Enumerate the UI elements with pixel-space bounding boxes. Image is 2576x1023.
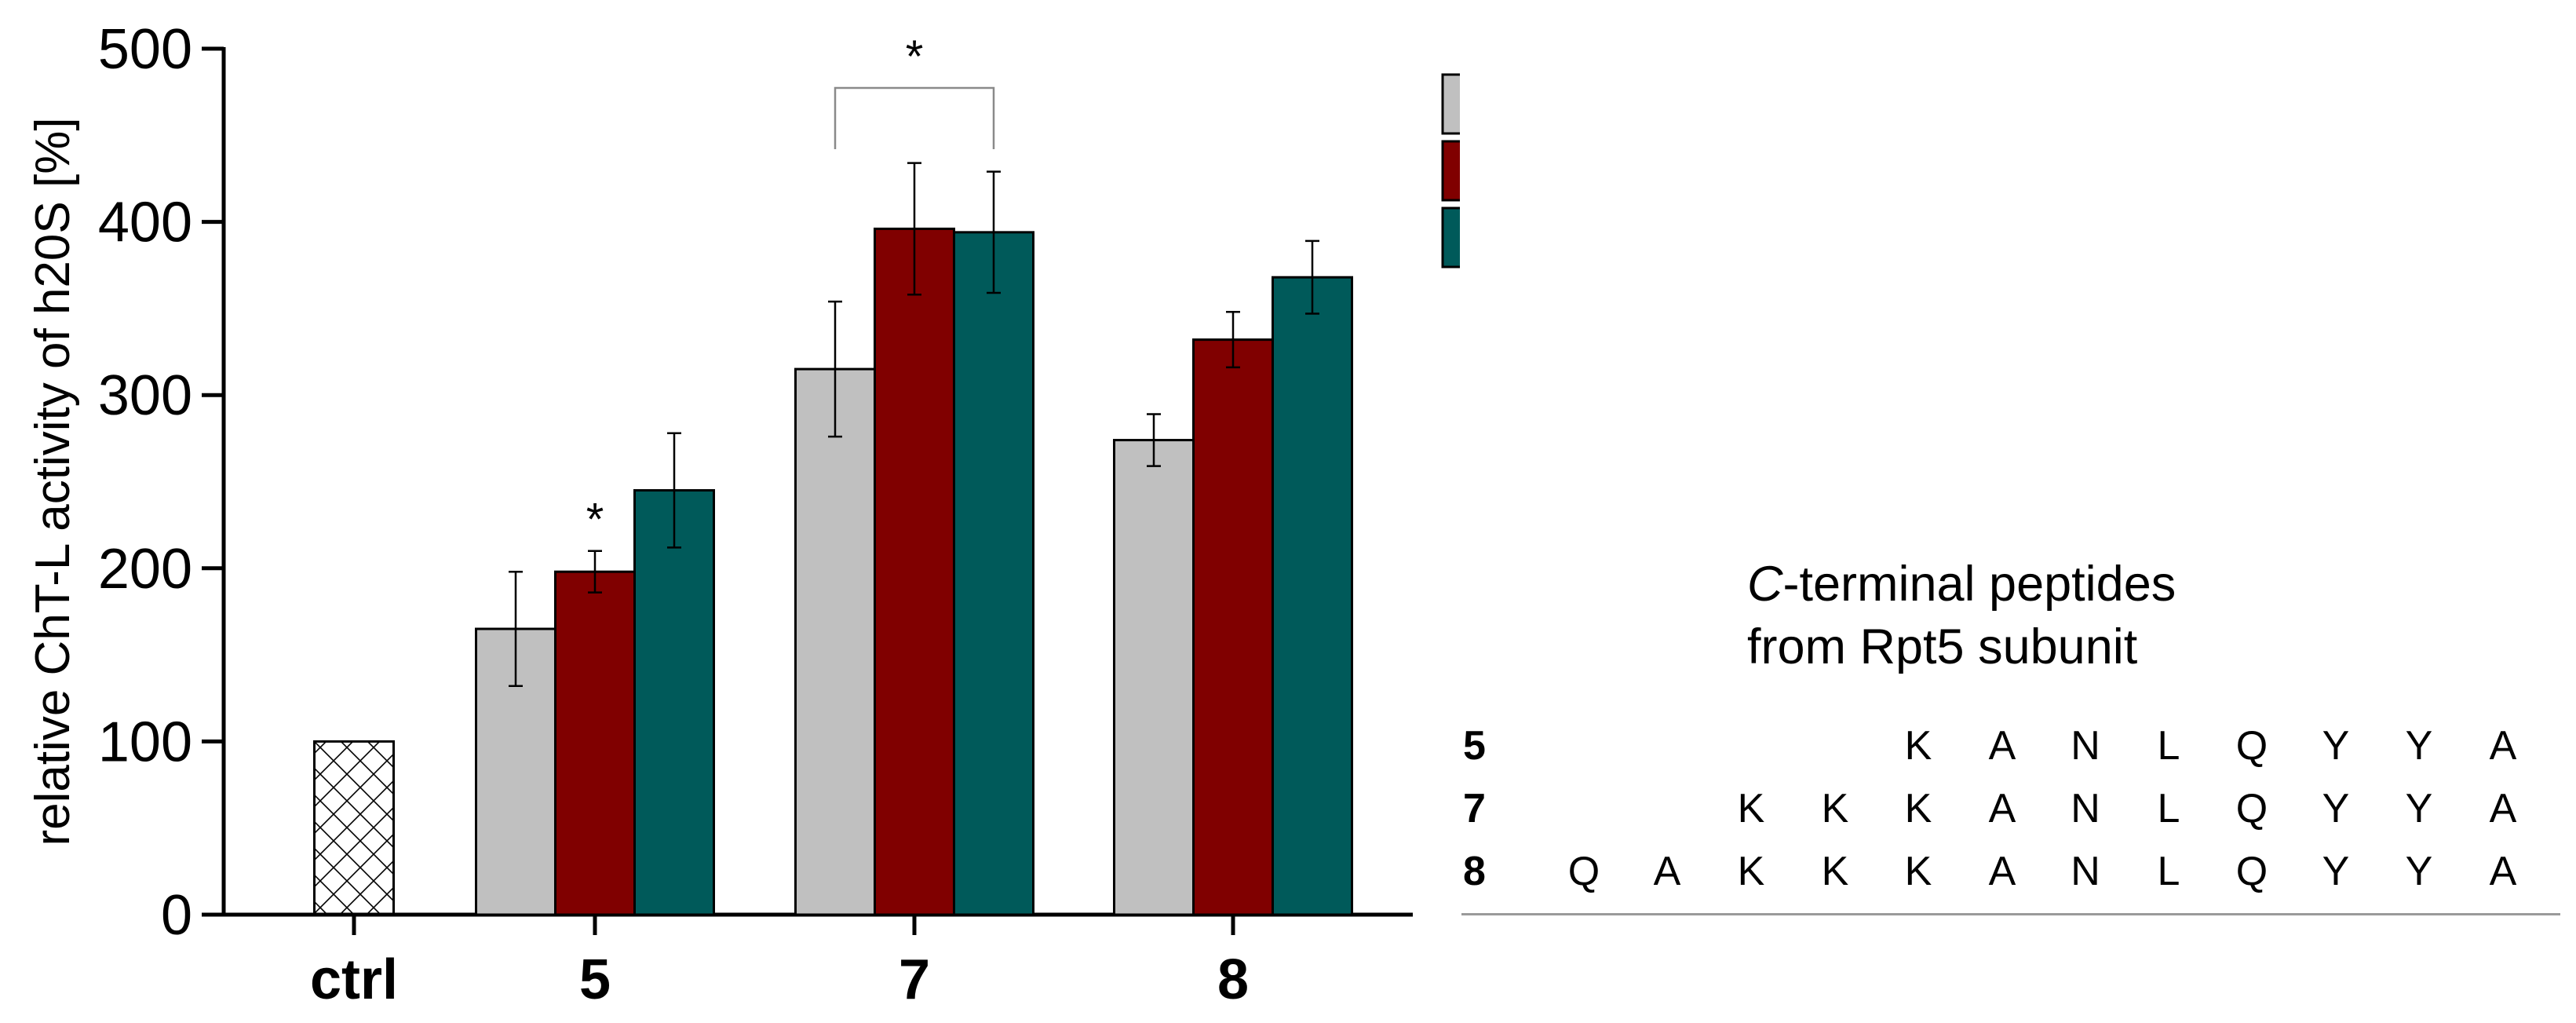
residue: Q	[2235, 786, 2268, 831]
x-tick-label-ctrl: ctrl	[310, 948, 398, 1011]
residue: K	[1904, 723, 1932, 769]
peptide-panel-title: C-terminal peptides from Rpt5 subunit	[1747, 553, 2176, 678]
x-tick-label-8: 8	[1217, 948, 1249, 1011]
bar-8-10 μM	[1113, 439, 1195, 916]
y-tick-label: 200	[98, 538, 192, 601]
residue: K	[1821, 849, 1849, 894]
residue: Y	[2405, 723, 2433, 769]
residue: L	[2157, 786, 2180, 831]
bar-8-50 μM	[1272, 276, 1353, 916]
peptide-row-7: 7 K K K A N L Q Y Y A	[1463, 785, 2562, 840]
residue: K	[1737, 786, 1765, 831]
bar-chart: 0 100 200 300 400 500 relative ChT-L activity …	[26, 18, 1460, 1011]
residue: A	[1988, 849, 2016, 894]
y-tick-label: 400	[98, 192, 192, 254]
residue: K	[1737, 849, 1765, 894]
bar-7-10 μM	[794, 367, 876, 916]
legend-swatch-0	[1441, 73, 1460, 135]
significance-star-bracket: *	[906, 31, 924, 82]
x-tick-label-5: 5	[579, 948, 611, 1011]
residue: L	[2157, 723, 2180, 769]
legend-swatch-2	[1441, 206, 1460, 269]
residue: A	[1988, 723, 2016, 769]
residue: Y	[2322, 723, 2350, 769]
significance-bracket	[834, 86, 995, 149]
bar-ctrl	[313, 740, 395, 916]
residue: N	[2071, 786, 2100, 831]
y-tick-label: 500	[98, 18, 192, 81]
bar-5-20 μM	[554, 570, 636, 916]
peptide-subtitle: from Rpt5 subunit	[1747, 619, 2138, 674]
bar-8-20 μM	[1192, 338, 1274, 916]
residue: K	[1821, 786, 1849, 831]
residue: K	[1904, 849, 1932, 894]
residue: Y	[2405, 849, 2433, 894]
legend-swatch-1	[1441, 140, 1460, 202]
residue: N	[2071, 723, 2100, 769]
sequence-table-rule	[1461, 913, 2560, 915]
y-tick-label: 300	[98, 364, 192, 427]
residue: A	[2489, 786, 2517, 831]
peptide-row-8: 8 Q A K K K A N L Q Y Y A	[1463, 848, 2562, 903]
residue: K	[1904, 786, 1932, 831]
residue: A	[2489, 723, 2517, 769]
residue: Y	[2322, 849, 2350, 894]
y-tick-label: 0	[161, 884, 192, 947]
residue: Q	[1567, 849, 1600, 894]
x-tick-label-7: 7	[899, 948, 930, 1011]
significance-star: *	[586, 495, 604, 546]
peptide-title-italic: C	[1747, 557, 1783, 612]
residue: Y	[2322, 786, 2350, 831]
bar-5-50 μM	[633, 489, 715, 916]
peptide-id: 5	[1463, 723, 1486, 769]
bar-7-20 μM	[874, 227, 955, 916]
residue: L	[2157, 849, 2180, 894]
peptide-id: 8	[1463, 849, 1486, 894]
y-tick-label: 100	[98, 711, 192, 773]
residue: Q	[2235, 849, 2268, 894]
peptide-row-5: 5 K A N L Q Y Y A	[1463, 722, 2562, 777]
residue: A	[2489, 849, 2517, 894]
residue: Y	[2405, 786, 2433, 831]
residue: A	[1988, 786, 2016, 831]
y-axis-label: relative ChT-L activity of h20S [%]	[26, 117, 80, 846]
peptide-title-rest: -terminal peptides	[1782, 557, 2176, 612]
residue: N	[2071, 849, 2100, 894]
peptide-id: 7	[1463, 786, 1486, 831]
bar-7-50 μM	[953, 231, 1034, 916]
residue: Q	[2235, 723, 2268, 769]
residue: A	[1653, 849, 1681, 894]
